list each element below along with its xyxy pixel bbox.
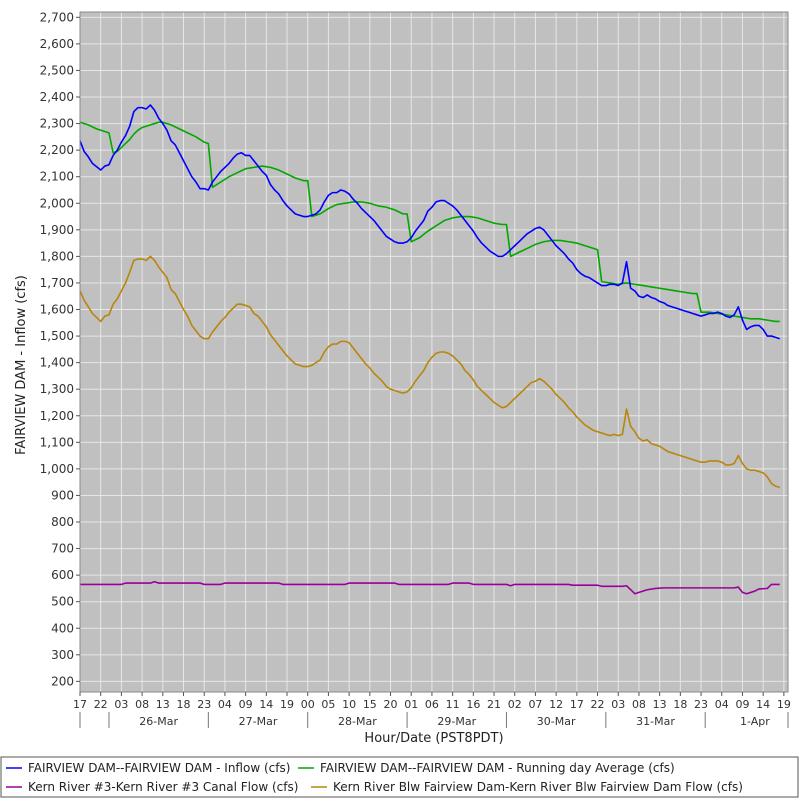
legend-label-canal-flow: Kern River #3-Kern River #3 Canal Flow (… [28, 780, 298, 794]
x-tick-label: 23 [694, 698, 708, 711]
x-tick-label: 08 [632, 698, 646, 711]
y-tick-label: 1,400 [40, 356, 74, 370]
y-tick-label: 2,600 [40, 37, 74, 51]
y-tick-label: 1,800 [40, 249, 74, 263]
running-average-line [79, 121, 780, 323]
x-tick-label: 14 [756, 698, 770, 711]
y-tick-label: 700 [51, 542, 74, 556]
y-tick-label: 800 [51, 515, 74, 529]
inflow-line [79, 104, 780, 340]
x-tick-label: 11 [446, 698, 460, 711]
x-tick-label: 03 [114, 698, 128, 711]
y-tick-label: 500 [51, 595, 74, 609]
x-tick-label: 18 [177, 698, 191, 711]
x-tick-label: 00 [301, 698, 315, 711]
y-tick-label: 1,700 [40, 276, 74, 290]
y-tick-label: 2,500 [40, 63, 74, 77]
x-tick-label: 17 [570, 698, 584, 711]
date-label: 27-Mar [239, 715, 278, 728]
y-tick-label: 300 [51, 648, 74, 662]
x-tick-label: 17 [73, 698, 87, 711]
x-tick-label: 09 [735, 698, 749, 711]
y-axis: 200 300 400 500 600 700 800 900 1,000 1,100 1,200 1… [40, 10, 80, 688]
plot-border [79, 11, 789, 693]
canal-flow-line [80, 580, 780, 595]
x-tick-label: 07 [528, 698, 542, 711]
y-tick-label: 2,300 [40, 117, 74, 131]
legend-label-running-average: FAIRVIEW DAM--FAIRVIEW DAM - Running day… [320, 761, 675, 775]
y-tick-label: 900 [51, 488, 74, 502]
x-tick-label: 22 [94, 698, 108, 711]
date-label: 28-Mar [338, 715, 377, 728]
y-tick-label: 1,300 [40, 382, 74, 396]
x-tick-label: 20 [384, 698, 398, 711]
y-tick-label: 2,100 [40, 170, 74, 184]
x-tick-label: 13 [653, 698, 667, 711]
x-tick-label: 08 [135, 698, 149, 711]
x-tick-label: 13 [156, 698, 170, 711]
legend-label-blw-dam-flow: Kern River Blw Fairview Dam-Kern River B… [333, 780, 743, 794]
x-axis: 17 22 03 08 13 18 23 04 09 14 19 00 05 10 15 20 01 06 11 16… [73, 692, 791, 728]
x-tick-label: 02 [508, 698, 522, 711]
series-layer [79, 104, 780, 595]
y-tick-label: 1,100 [40, 435, 74, 449]
date-label: 31-Mar [636, 715, 675, 728]
x-tick-label: 06 [425, 698, 439, 711]
date-label: 30-Mar [537, 715, 576, 728]
x-tick-label: 22 [591, 698, 605, 711]
x-tick-label: 14 [259, 698, 273, 711]
grid [79, 12, 788, 692]
y-tick-label: 2,000 [40, 196, 74, 210]
x-tick-label: 04 [218, 698, 232, 711]
x-tick-label: 10 [342, 698, 356, 711]
x-axis-title: Hour/Date (PST8PDT) [364, 731, 503, 746]
x-tick-label: 21 [487, 698, 501, 711]
x-tick-label: 19 [280, 698, 294, 711]
x-tick-label: 04 [715, 698, 729, 711]
y-tick-label: 2,400 [40, 90, 74, 104]
x-tick-label: 09 [239, 698, 253, 711]
x-tick-label: 19 [777, 698, 791, 711]
legend-label-inflow: FAIRVIEW DAM--FAIRVIEW DAM - Inflow (cfs… [28, 761, 290, 775]
y-tick-label: 2,200 [40, 143, 74, 157]
x-tick-label: 23 [197, 698, 211, 711]
y-tick-label: 2,700 [40, 10, 74, 24]
y-tick-label: 1,200 [40, 409, 74, 423]
legend-box [0, 756, 799, 798]
date-label: 1-Apr [740, 715, 770, 728]
blw-dam-flow-line [79, 255, 780, 489]
x-tick-label: 16 [466, 698, 480, 711]
y-tick-label: 200 [51, 674, 74, 688]
x-tick-label: 01 [404, 698, 418, 711]
y-tick-label: 400 [51, 621, 74, 635]
y-tick-label: 1,000 [40, 462, 74, 476]
x-tick-label: 18 [673, 698, 687, 711]
y-tick-label: 600 [51, 568, 74, 582]
date-label: 26-Mar [139, 715, 178, 728]
x-tick-label: 12 [549, 698, 563, 711]
y-tick-label: 1,900 [40, 223, 74, 237]
x-tick-label: 03 [611, 698, 625, 711]
legend: FAIRVIEW DAM--FAIRVIEW DAM - Inflow (cfs… [0, 756, 799, 798]
x-tick-label: 05 [321, 698, 335, 711]
y-axis-title: FAIRVIEW DAM - Inflow (cfs) [14, 275, 29, 455]
y-tick-label: 1,600 [40, 303, 74, 317]
date-label: 29-Mar [437, 715, 476, 728]
y-tick-label: 1,500 [40, 329, 74, 343]
x-tick-label: 15 [363, 698, 377, 711]
plot-background [80, 12, 788, 692]
